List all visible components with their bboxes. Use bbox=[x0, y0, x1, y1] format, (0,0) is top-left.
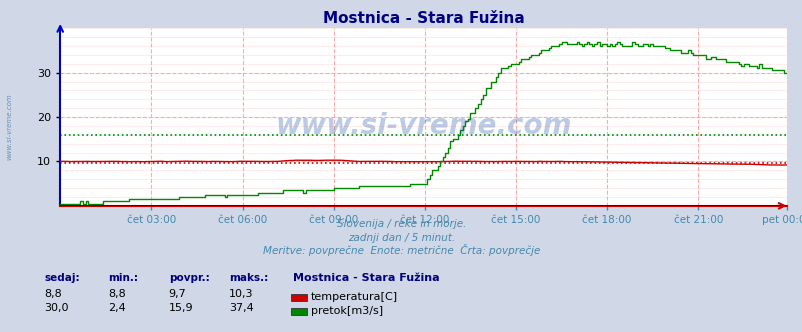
Text: 9,7: 9,7 bbox=[168, 289, 186, 299]
Text: sedaj:: sedaj: bbox=[44, 273, 79, 283]
Text: maks.:: maks.: bbox=[229, 273, 268, 283]
Text: 10,3: 10,3 bbox=[229, 289, 253, 299]
Text: 15,9: 15,9 bbox=[168, 303, 193, 313]
Text: zadnji dan / 5 minut.: zadnji dan / 5 minut. bbox=[347, 233, 455, 243]
Title: Mostnica - Stara Fužina: Mostnica - Stara Fužina bbox=[322, 11, 524, 26]
Text: temperatura[C]: temperatura[C] bbox=[310, 292, 397, 302]
Text: 30,0: 30,0 bbox=[44, 303, 69, 313]
Text: povpr.:: povpr.: bbox=[168, 273, 209, 283]
Text: Slovenija / reke in morje.: Slovenija / reke in morje. bbox=[336, 219, 466, 229]
Text: 8,8: 8,8 bbox=[44, 289, 62, 299]
Text: 2,4: 2,4 bbox=[108, 303, 126, 313]
Text: min.:: min.: bbox=[108, 273, 138, 283]
Text: 37,4: 37,4 bbox=[229, 303, 253, 313]
Text: 8,8: 8,8 bbox=[108, 289, 126, 299]
Text: www.si-vreme.com: www.si-vreme.com bbox=[275, 112, 571, 140]
Text: www.si-vreme.com: www.si-vreme.com bbox=[6, 93, 13, 160]
Text: Meritve: povprečne  Enote: metrične  Črta: povprečje: Meritve: povprečne Enote: metrične Črta:… bbox=[262, 244, 540, 256]
Text: Mostnica - Stara Fužina: Mostnica - Stara Fužina bbox=[293, 273, 439, 283]
Text: pretok[m3/s]: pretok[m3/s] bbox=[310, 306, 383, 316]
